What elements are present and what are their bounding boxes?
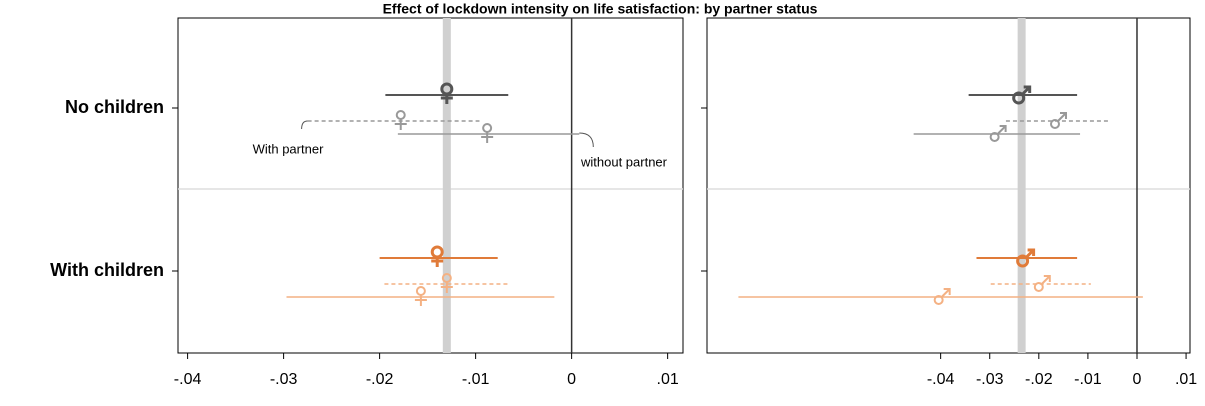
marker-ring — [933, 295, 944, 305]
male-marker — [989, 125, 1007, 142]
female-marker — [440, 82, 454, 104]
x-tick-label: -.02 — [1025, 371, 1053, 388]
x-tick-label: -.01 — [1074, 371, 1102, 388]
x-tick-label: .01 — [657, 371, 679, 388]
marker-head — [1059, 112, 1067, 119]
male-marker — [1012, 85, 1032, 105]
marker-ring — [1049, 119, 1060, 129]
x-tick-label: -.03 — [976, 371, 1004, 388]
panel-frame — [706, 17, 1191, 354]
y-tick-label: No children — [65, 97, 164, 117]
y-tick-label: With children — [50, 260, 164, 280]
annotation-arrow — [579, 132, 594, 148]
reference-band — [1017, 18, 1026, 353]
chart-title: Effect of lockdown intensity on life sat… — [383, 1, 818, 17]
male-marker — [1033, 275, 1051, 292]
female-marker — [414, 286, 427, 306]
female-marker — [430, 245, 444, 267]
annotation: With partner — [253, 141, 324, 156]
marker-stem — [996, 125, 1007, 135]
x-tick-label: 0 — [567, 371, 576, 388]
marker-ring — [415, 286, 426, 296]
x-tick-label: -.01 — [462, 371, 490, 388]
x-tick-label: -.04 — [174, 371, 202, 388]
female-marker — [440, 273, 453, 293]
annotation-arrow — [301, 120, 308, 130]
marker-ring — [1033, 282, 1044, 292]
x-tick-label: -.04 — [927, 371, 955, 388]
marker-stem — [940, 288, 951, 298]
marker-head — [1023, 85, 1032, 93]
marker-ring — [395, 110, 406, 120]
marker-stem — [1041, 275, 1051, 285]
male-marker — [1049, 112, 1067, 129]
male-marker — [933, 288, 951, 305]
marker-head — [943, 288, 951, 295]
marker-ring — [482, 123, 493, 133]
marker-ring — [1012, 91, 1026, 105]
female-marker — [481, 123, 494, 143]
x-tick-label: 0 — [1133, 371, 1142, 388]
marker-stem — [1057, 112, 1067, 122]
marker-ring — [430, 245, 444, 259]
annotation: without partner — [580, 154, 668, 169]
panel-frame — [177, 17, 684, 354]
marker-head — [1027, 248, 1036, 256]
x-tick-label: -.02 — [366, 371, 394, 388]
marker-head — [1043, 275, 1051, 282]
marker-ring — [1016, 254, 1030, 268]
x-tick-label: .01 — [1175, 371, 1197, 388]
male-marker — [1016, 248, 1036, 268]
marker-ring — [989, 132, 1000, 142]
x-tick-label: -.03 — [270, 371, 298, 388]
reference-band — [442, 18, 451, 353]
marker-head — [999, 125, 1007, 132]
female-marker — [394, 110, 407, 130]
